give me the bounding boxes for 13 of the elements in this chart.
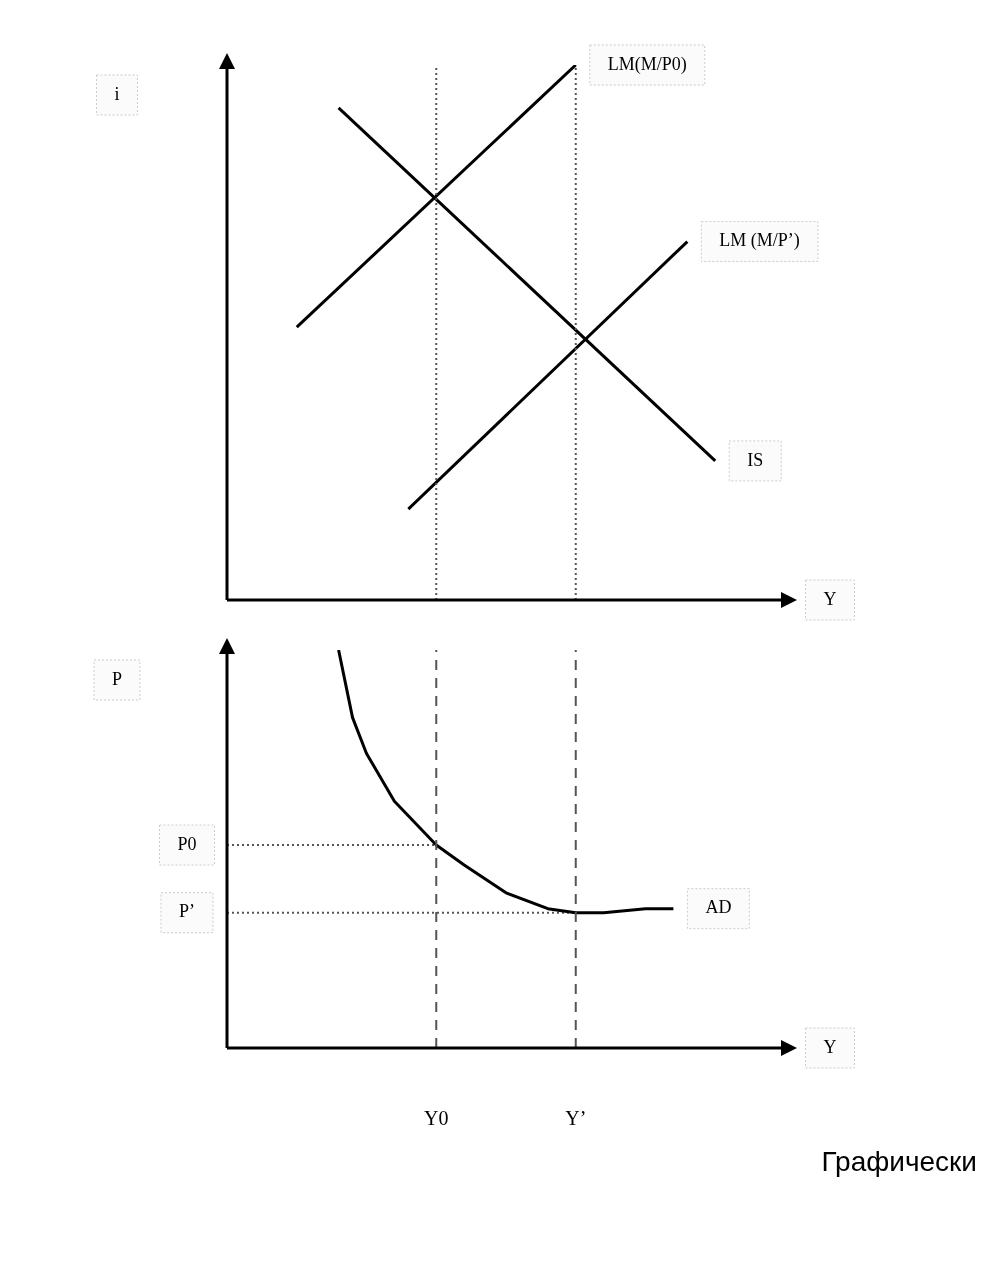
series-label: IS xyxy=(747,449,764,470)
series-label: P0 xyxy=(177,833,197,854)
y-axis-title: i xyxy=(114,83,120,104)
text: Графически xyxy=(821,1145,977,1177)
series-label: P’ xyxy=(178,901,196,922)
x-axis-title: Y xyxy=(823,1036,837,1057)
x-tick-label: Y0 xyxy=(424,1107,449,1130)
x-axis-title: Y xyxy=(823,588,837,609)
series-label: LM(M/P0) xyxy=(607,53,687,75)
y-axis-title: P xyxy=(111,668,123,689)
series-label: LM (M/P’) xyxy=(719,230,800,252)
series-label: AD xyxy=(705,897,732,918)
x-tick-label: Y’ xyxy=(565,1107,587,1130)
